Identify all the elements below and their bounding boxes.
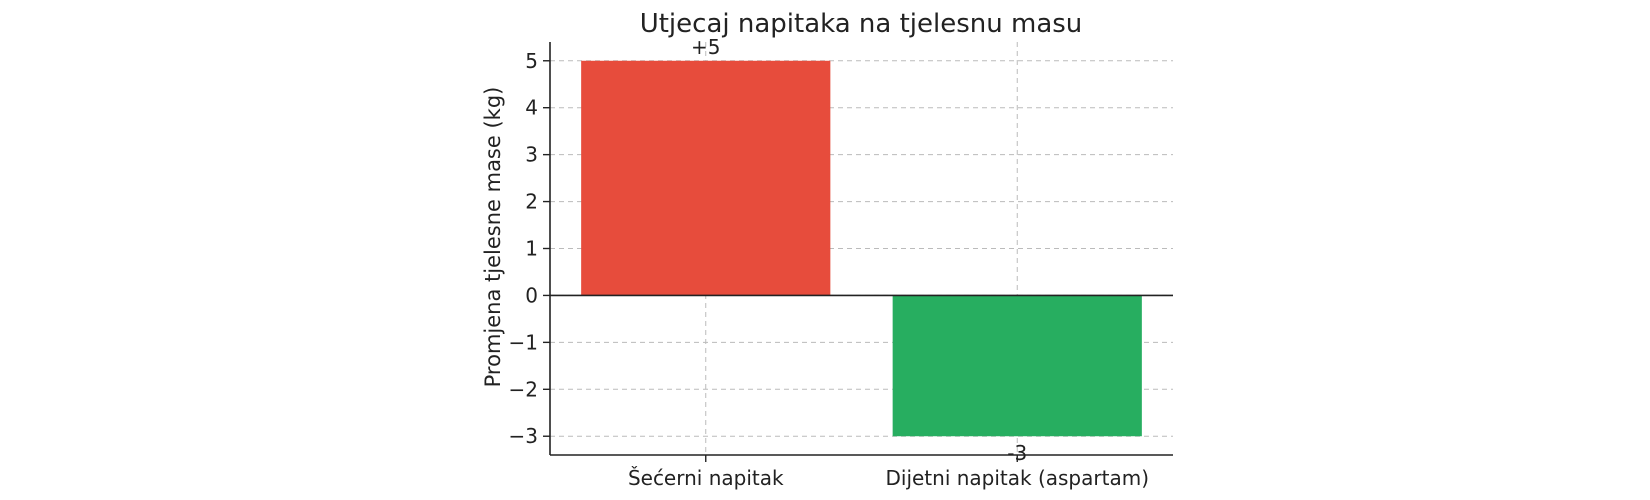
y-tick-label: −1 [509,330,538,354]
x-tick-label: Šećerni napitak [628,466,784,490]
bar [581,60,831,296]
y-tick-label: 4 [525,96,538,120]
y-tick-label: 3 [525,143,538,167]
y-tick-label: 5 [525,49,538,73]
bar-layer [581,60,1142,437]
bar-value-label: -3 [1007,441,1027,465]
chart-title: Utjecaj napitaka na tjelesnu masu [640,9,1083,39]
bar [892,295,1142,437]
x-tick-label: Dijetni napitak (aspartam) [885,466,1149,490]
y-tick-label: 1 [525,237,538,261]
bar-value-label: +5 [691,35,720,59]
axis-layer [543,42,1173,462]
label-layer: −3 −2 −1 0 1 2 3 4 5 +5 -3 Šećerni napitak Dijetni n… [509,35,1149,490]
y-tick-label: 0 [525,283,538,307]
y-tick-label: −3 [509,424,538,448]
y-tick-label: −2 [509,377,538,401]
y-axis-label: Promjena tjelesne mase (kg) [481,87,505,388]
y-tick-label: 2 [525,190,538,214]
